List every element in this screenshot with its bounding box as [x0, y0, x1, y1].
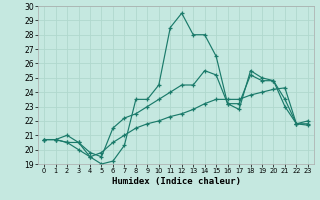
- X-axis label: Humidex (Indice chaleur): Humidex (Indice chaleur): [111, 177, 241, 186]
